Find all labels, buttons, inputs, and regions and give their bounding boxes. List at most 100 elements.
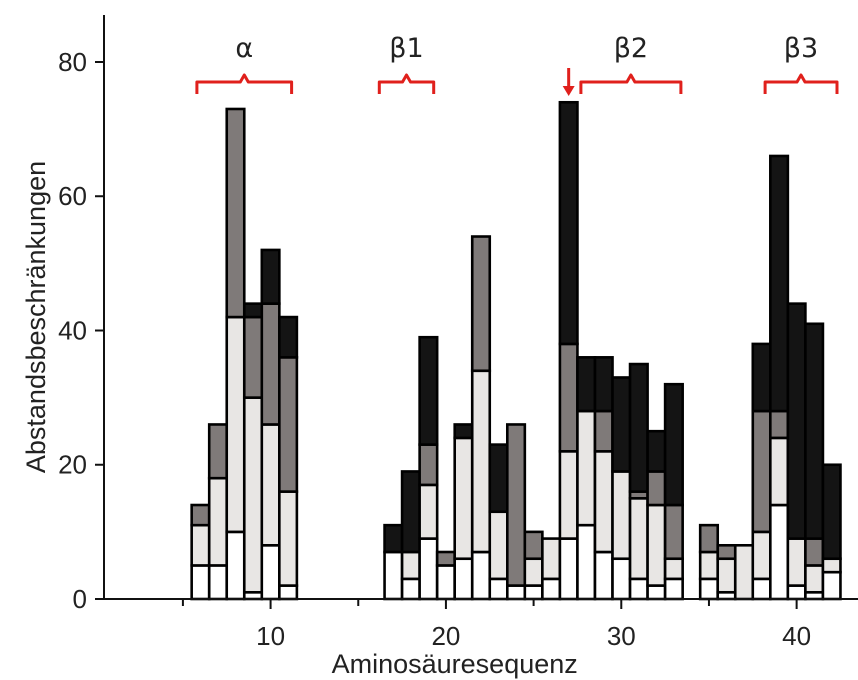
- bar-segment-white: [260, 543, 281, 601]
- bar-residue-36: [716, 543, 737, 601]
- bar-segment-gray: [716, 543, 737, 561]
- bracket-line: [763, 73, 839, 94]
- y-tick-label: 0: [73, 584, 87, 614]
- bar-segment-light: [628, 497, 649, 581]
- bar-segment-white: [523, 584, 544, 601]
- bar-segment-white: [821, 570, 842, 601]
- bar-segment-white: [698, 577, 720, 601]
- bar-segment-white: [453, 557, 474, 601]
- y-tick-label: 80: [58, 47, 87, 77]
- bar-segment-white: [470, 550, 492, 601]
- bar-segment-white: [190, 564, 211, 601]
- bar-segment-light: [190, 523, 211, 567]
- bar-segment-light: [698, 550, 720, 581]
- ticks-layer: 0 20 40 60 80 10 20 30 40: [58, 47, 811, 651]
- bar-segment-black: [576, 356, 597, 413]
- bar-segment-white: [400, 577, 421, 601]
- bar-segment-black: [751, 342, 772, 413]
- bar-residue-11: [278, 315, 299, 601]
- bar-segment-black: [804, 322, 825, 540]
- bar-residue-20: [435, 550, 456, 601]
- bar-residue-24: [505, 423, 527, 601]
- bar-segment-white: [207, 564, 229, 601]
- bar-segment-gray: [278, 356, 299, 493]
- bar-segment-black: [242, 302, 264, 319]
- bar-residue-41: [804, 322, 825, 601]
- bar-segment-black: [646, 429, 667, 473]
- bar-residue-39: [769, 154, 790, 601]
- bar-segment-light: [786, 537, 807, 587]
- bar-segment-light: [470, 369, 492, 554]
- bar-segment-light: [418, 483, 439, 540]
- bar-residue-25: [523, 530, 544, 601]
- bar-segment-white: [541, 577, 562, 601]
- bar-segment-white: [576, 523, 597, 601]
- bar-segment-light: [821, 557, 842, 574]
- bar-segment-gray: [225, 107, 246, 319]
- regions-layer: α β1 β2 β3: [195, 33, 839, 96]
- region-bracket-β3: β3: [763, 33, 839, 94]
- bar-segment-gray: [558, 342, 579, 453]
- bar-segment-light: [804, 564, 825, 594]
- bar-segment-light: [453, 436, 474, 561]
- region-bracket-β1: β1: [377, 33, 436, 94]
- bar-residue-35: [698, 523, 720, 601]
- bar-residue-17: [383, 523, 404, 601]
- bar-residue-32: [646, 429, 667, 601]
- x-tick-label: 40: [782, 621, 811, 651]
- bar-segment-black: [383, 523, 404, 554]
- bar-segment-light: [225, 315, 246, 534]
- bar-segment-light: [400, 550, 421, 581]
- bar-segment-white: [418, 537, 439, 601]
- bar-segment-light: [751, 530, 772, 581]
- bar-segment-gray: [646, 470, 667, 507]
- bar-segment-light: [769, 436, 790, 507]
- bar-segment-light: [611, 470, 632, 561]
- bar-residue-10: [260, 248, 281, 601]
- bar-segment-black: [278, 315, 299, 359]
- bar-residue-37: [733, 543, 755, 601]
- bar-segment-light: [716, 557, 737, 594]
- bar-segment-white: [505, 584, 527, 601]
- bar-segment-gray: [593, 409, 614, 453]
- bar-segment-gray: [698, 523, 720, 554]
- bar-segment-gray: [769, 409, 790, 440]
- region-bracket-α: α: [195, 33, 294, 94]
- bar-segment-white: [628, 577, 649, 601]
- region-bracket-β2: β2: [579, 33, 683, 94]
- y-axis-title: Abstandsbeschränkungen: [21, 161, 51, 473]
- bar-segment-gray: [435, 550, 456, 567]
- bar-segment-white: [769, 503, 790, 601]
- region-label: β3: [784, 33, 818, 64]
- bar-residue-27: [558, 100, 579, 601]
- bar-segment-black: [628, 362, 649, 493]
- bar-residue-33: [663, 382, 684, 601]
- bar-residue-29: [593, 356, 614, 601]
- bar-segment-light: [242, 396, 264, 594]
- bar-residue-18: [400, 470, 421, 601]
- bar-segment-light: [646, 503, 667, 587]
- bar-segment-black: [453, 423, 474, 440]
- bar-segment-gray: [523, 530, 544, 561]
- bar-segment-white: [488, 577, 509, 601]
- bar-residue-40: [786, 302, 807, 601]
- bar-residue-6: [190, 503, 211, 601]
- bar-segment-black: [558, 100, 579, 346]
- bar-residue-7: [207, 423, 229, 601]
- bar-residue-23: [488, 443, 509, 601]
- bar-residue-19: [418, 335, 439, 601]
- bar-residue-8: [225, 107, 246, 601]
- bar-segment-black: [663, 382, 684, 507]
- bar-segment-white: [751, 577, 772, 601]
- bar-residue-28: [576, 356, 597, 601]
- bracket-line: [579, 73, 683, 94]
- bar-segment-white: [663, 577, 684, 601]
- x-tick-label: 30: [607, 621, 636, 651]
- bar-segment-light: [278, 490, 299, 587]
- x-axis-title: Aminosäuresequenz: [332, 649, 578, 679]
- bar-segment-white: [558, 537, 579, 601]
- bar-segment-white: [225, 530, 246, 601]
- bar-segment-light: [733, 543, 755, 601]
- bar-segment-black: [769, 154, 790, 413]
- bar-segment-gray: [207, 423, 229, 480]
